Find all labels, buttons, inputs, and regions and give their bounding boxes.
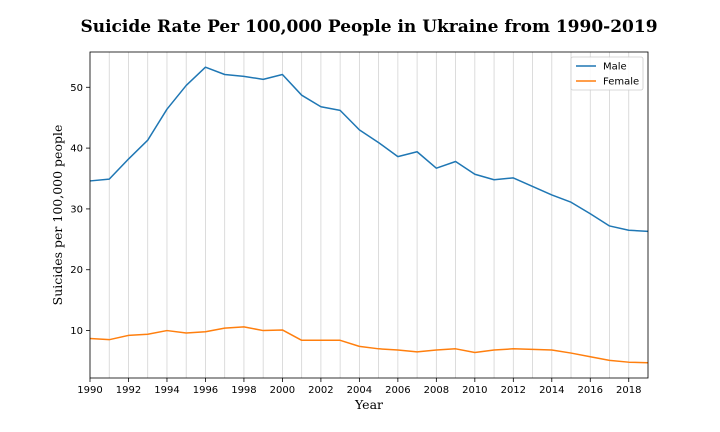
- y-tick-label: 50: [70, 83, 83, 94]
- y-axis-label: Suicides per 100,000 people: [50, 125, 65, 306]
- series-line-female: [89, 326, 649, 364]
- x-tick-label: 1998: [231, 385, 256, 396]
- x-tick-label: 2010: [462, 385, 487, 396]
- y-tick-label: 10: [70, 326, 83, 337]
- legend-label-male: Male: [603, 62, 627, 73]
- x-tick-label: 2004: [347, 385, 372, 396]
- x-tick-label: 2014: [539, 385, 564, 396]
- x-axis-ticks: 1990 1992 1994 1996 1998 2000 2002 2004 2006 2008…: [77, 378, 641, 396]
- x-tick-label: 2012: [501, 385, 526, 396]
- x-tick-label: 2002: [308, 385, 333, 396]
- series-lines: [89, 66, 649, 364]
- x-tick-label: 2006: [385, 385, 410, 396]
- chart-title: Suicide Rate Per 100,000 People in Ukrai…: [80, 17, 657, 37]
- legend-label-female: Female: [603, 77, 639, 88]
- x-tick-label: 2008: [424, 385, 449, 396]
- series-line-male: [89, 66, 649, 233]
- x-tick-label: 2000: [270, 385, 295, 396]
- plot-frame: [89, 51, 649, 379]
- x-tick-label: 1996: [193, 385, 218, 396]
- x-tick-label: 2016: [578, 385, 603, 396]
- grid-lines: [89, 52, 649, 378]
- x-tick-label: 1992: [116, 385, 141, 396]
- x-tick-label: 2018: [616, 385, 641, 396]
- legend: Male Female: [570, 56, 644, 91]
- x-tick-label: 1990: [77, 385, 102, 396]
- y-axis-ticks: 10 20 30 40 50: [70, 83, 90, 337]
- x-tick-label: 1994: [154, 385, 179, 396]
- y-tick-label: 40: [70, 144, 83, 155]
- y-tick-label: 20: [70, 265, 83, 276]
- x-axis-label: Year: [354, 397, 383, 412]
- y-tick-label: 30: [70, 204, 83, 215]
